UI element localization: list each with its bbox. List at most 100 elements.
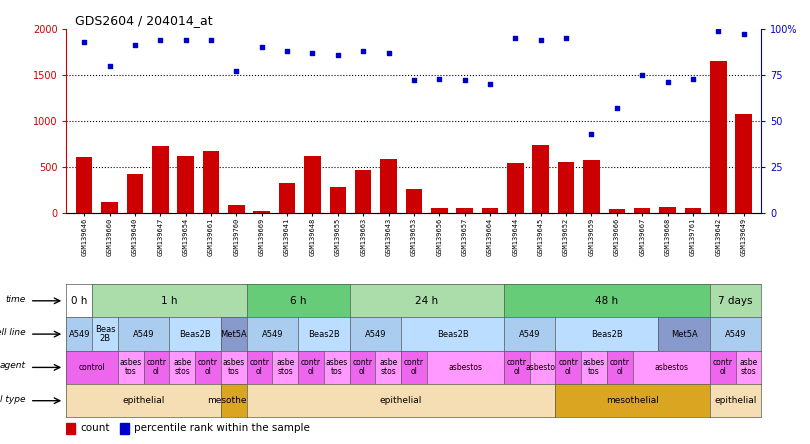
Point xyxy=(560,35,573,42)
Point xyxy=(686,75,699,82)
Bar xyxy=(710,61,727,213)
Point xyxy=(129,42,142,49)
Text: cell type: cell type xyxy=(0,395,26,404)
Point xyxy=(661,79,674,86)
Text: contr
ol: contr ol xyxy=(198,358,218,377)
Bar xyxy=(355,170,372,213)
Text: 6 h: 6 h xyxy=(290,296,306,306)
Text: Beas2B: Beas2B xyxy=(591,329,623,339)
Text: asbestos: asbestos xyxy=(449,363,483,372)
Text: asbe
stos: asbe stos xyxy=(740,358,757,377)
Point xyxy=(356,48,369,55)
Bar xyxy=(228,205,245,213)
Text: GDS2604 / 204014_at: GDS2604 / 204014_at xyxy=(75,14,212,27)
Point xyxy=(204,36,217,44)
Bar xyxy=(583,160,599,213)
Text: contr
ol: contr ol xyxy=(352,358,373,377)
Text: contr
ol: contr ol xyxy=(610,358,630,377)
Bar xyxy=(305,156,321,213)
Bar xyxy=(381,159,397,213)
Bar xyxy=(254,211,270,213)
Bar xyxy=(330,187,346,213)
Bar xyxy=(558,163,574,213)
Text: contr
ol: contr ol xyxy=(404,358,424,377)
Text: Beas2B: Beas2B xyxy=(179,329,211,339)
Point xyxy=(331,51,344,58)
Text: asbestos: asbestos xyxy=(526,363,560,372)
Bar xyxy=(101,202,117,213)
Text: contr
ol: contr ol xyxy=(713,358,733,377)
Bar xyxy=(76,157,92,213)
Text: A549: A549 xyxy=(69,329,90,339)
Text: Met5A: Met5A xyxy=(671,329,697,339)
Bar xyxy=(152,146,168,213)
Text: Met5A: Met5A xyxy=(220,329,247,339)
Text: cell line: cell line xyxy=(0,328,26,337)
Text: A549: A549 xyxy=(364,329,386,339)
Bar xyxy=(659,206,676,213)
Text: asbes
tos: asbes tos xyxy=(326,358,347,377)
Point xyxy=(535,36,548,44)
Bar xyxy=(66,423,75,434)
Point xyxy=(78,38,91,45)
Text: mesothelial: mesothelial xyxy=(207,396,260,405)
Text: 0 h: 0 h xyxy=(71,296,87,306)
Point xyxy=(255,44,268,51)
Point xyxy=(636,71,649,79)
Text: asbe
stos: asbe stos xyxy=(173,358,191,377)
Point xyxy=(103,62,116,69)
Text: contr
ol: contr ol xyxy=(507,358,526,377)
Text: contr
ol: contr ol xyxy=(249,358,270,377)
Text: asbestos: asbestos xyxy=(654,363,688,372)
Point xyxy=(509,35,522,42)
Point xyxy=(458,77,471,84)
Text: asbes
tos: asbes tos xyxy=(120,358,142,377)
Text: Beas2B: Beas2B xyxy=(308,329,339,339)
Text: percentile rank within the sample: percentile rank within the sample xyxy=(134,424,310,433)
Point xyxy=(712,27,725,34)
Bar xyxy=(507,163,523,213)
Text: control: control xyxy=(79,363,105,372)
Point xyxy=(407,77,420,84)
Point xyxy=(179,36,192,44)
Text: Beas2B: Beas2B xyxy=(437,329,468,339)
Point xyxy=(154,36,167,44)
Bar xyxy=(279,183,296,213)
Text: asbes
tos: asbes tos xyxy=(583,358,605,377)
Text: contr
ol: contr ol xyxy=(558,358,578,377)
Point xyxy=(230,67,243,75)
Point xyxy=(611,104,624,111)
Point xyxy=(280,48,293,55)
Bar xyxy=(177,156,194,213)
Text: A549: A549 xyxy=(519,329,540,339)
Bar xyxy=(684,208,701,213)
Point xyxy=(585,131,598,138)
Point xyxy=(433,75,446,82)
Text: 48 h: 48 h xyxy=(595,296,619,306)
Text: epithelial: epithelial xyxy=(380,396,422,405)
Text: time: time xyxy=(6,295,26,304)
Point xyxy=(484,81,497,88)
Text: epithelial: epithelial xyxy=(122,396,164,405)
Text: count: count xyxy=(80,424,109,433)
Text: contr
ol: contr ol xyxy=(301,358,321,377)
Text: asbes
tos: asbes tos xyxy=(223,358,245,377)
Text: asbe
stos: asbe stos xyxy=(379,358,397,377)
Bar xyxy=(406,189,422,213)
Bar xyxy=(482,208,498,213)
Text: Beas
2B: Beas 2B xyxy=(95,325,115,343)
Point xyxy=(737,31,750,38)
Point xyxy=(306,49,319,56)
Text: epithelial: epithelial xyxy=(714,396,757,405)
Bar xyxy=(126,174,143,213)
Bar xyxy=(120,423,129,434)
Text: 7 days: 7 days xyxy=(718,296,753,306)
Text: 24 h: 24 h xyxy=(416,296,438,306)
Text: A549: A549 xyxy=(262,329,283,339)
Bar xyxy=(431,208,447,213)
Point xyxy=(382,49,395,56)
Text: agent: agent xyxy=(0,361,26,370)
Bar xyxy=(202,151,220,213)
Text: contr
ol: contr ol xyxy=(147,358,167,377)
Text: 1 h: 1 h xyxy=(161,296,177,306)
